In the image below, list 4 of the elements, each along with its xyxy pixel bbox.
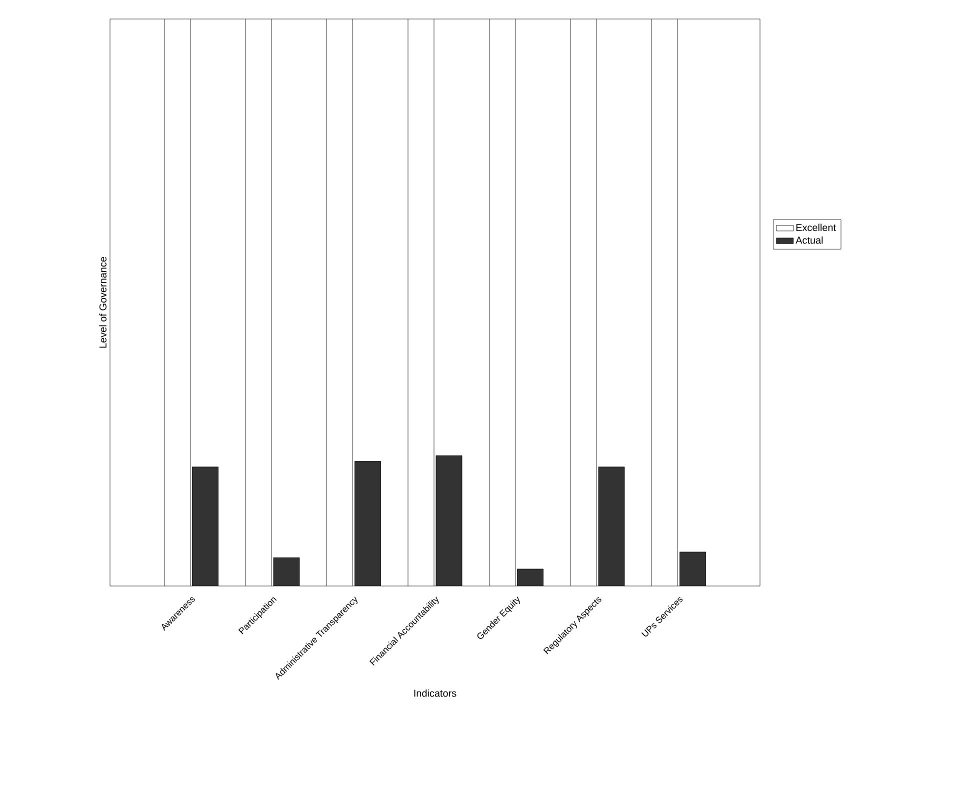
legend-label: Actual bbox=[796, 236, 823, 244]
legend-label: Excellent bbox=[796, 224, 836, 232]
x-axis-title: Indicators bbox=[414, 689, 456, 697]
y-axis-title: Level of Governance bbox=[99, 256, 106, 348]
